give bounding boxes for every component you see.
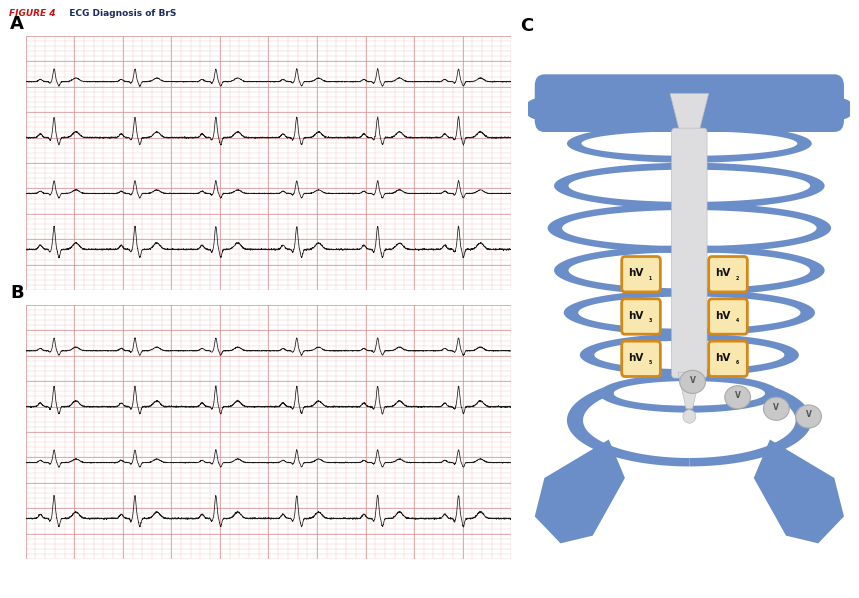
Polygon shape	[689, 388, 812, 466]
Polygon shape	[564, 289, 689, 335]
Text: FIGURE 4: FIGURE 4	[9, 8, 55, 18]
Polygon shape	[689, 163, 825, 209]
Ellipse shape	[764, 397, 789, 420]
Text: 100 Hz   25.0 mm/s   10.0 mm/mV: 100 Hz 25.0 mm/s 10.0 mm/mV	[31, 562, 105, 565]
Text: MAC5 0108: MAC5 0108	[405, 562, 430, 565]
Polygon shape	[534, 440, 624, 544]
Text: 1 1001: 1 1001	[477, 562, 492, 565]
Polygon shape	[554, 245, 689, 295]
Polygon shape	[554, 163, 689, 209]
Polygon shape	[689, 334, 799, 376]
Text: ₅: ₅	[649, 358, 652, 367]
Text: hV: hV	[629, 353, 644, 363]
Polygon shape	[580, 334, 689, 376]
Text: 4 by 2.5s + 1 rhythm 1d: 4 by 2.5s + 1 rhythm 1d	[268, 292, 321, 296]
FancyBboxPatch shape	[622, 299, 661, 334]
FancyBboxPatch shape	[672, 128, 707, 378]
Text: A: A	[10, 15, 24, 33]
Text: 1 1001: 1 1001	[477, 292, 492, 296]
Polygon shape	[678, 372, 701, 409]
Text: hV: hV	[629, 269, 644, 279]
Polygon shape	[670, 93, 709, 132]
Text: V: V	[806, 410, 812, 419]
Text: V: V	[773, 402, 779, 412]
Polygon shape	[600, 374, 689, 413]
Polygon shape	[689, 374, 779, 413]
Polygon shape	[689, 289, 815, 335]
FancyBboxPatch shape	[622, 341, 661, 377]
Text: V: V	[734, 391, 740, 400]
Ellipse shape	[683, 410, 696, 423]
FancyBboxPatch shape	[709, 299, 747, 334]
Text: hV: hV	[629, 311, 644, 321]
FancyBboxPatch shape	[622, 257, 661, 292]
FancyBboxPatch shape	[709, 257, 747, 292]
Text: 4 by 2.5s + 1 rhythm 1d: 4 by 2.5s + 1 rhythm 1d	[268, 562, 321, 565]
Text: ₄: ₄	[736, 315, 740, 324]
Ellipse shape	[679, 370, 705, 393]
Ellipse shape	[795, 405, 821, 428]
Text: ₁: ₁	[649, 273, 652, 282]
Text: V: V	[690, 376, 696, 385]
Text: B: B	[10, 284, 24, 302]
Text: hV: hV	[716, 269, 731, 279]
Text: hV: hV	[716, 353, 731, 363]
Text: ₃: ₃	[649, 315, 652, 324]
Ellipse shape	[828, 98, 854, 120]
Text: MAC5 0108: MAC5 0108	[405, 292, 430, 296]
Polygon shape	[689, 124, 812, 163]
Polygon shape	[567, 388, 689, 466]
Text: ₆: ₆	[736, 358, 740, 367]
Ellipse shape	[525, 98, 551, 120]
Polygon shape	[753, 440, 844, 544]
Text: ECG Diagnosis of BrS: ECG Diagnosis of BrS	[63, 8, 176, 18]
FancyBboxPatch shape	[709, 341, 747, 377]
Ellipse shape	[725, 386, 751, 409]
FancyBboxPatch shape	[534, 74, 844, 132]
Polygon shape	[567, 124, 689, 163]
Text: hV: hV	[716, 311, 731, 321]
Text: 100 Hz   25.0 mm/s   10.0 mm/mV: 100 Hz 25.0 mm/s 10.0 mm/mV	[31, 292, 105, 296]
Polygon shape	[689, 203, 831, 253]
Polygon shape	[548, 203, 689, 253]
Text: ₂: ₂	[736, 273, 740, 282]
Text: C: C	[520, 17, 533, 35]
Polygon shape	[689, 245, 825, 295]
